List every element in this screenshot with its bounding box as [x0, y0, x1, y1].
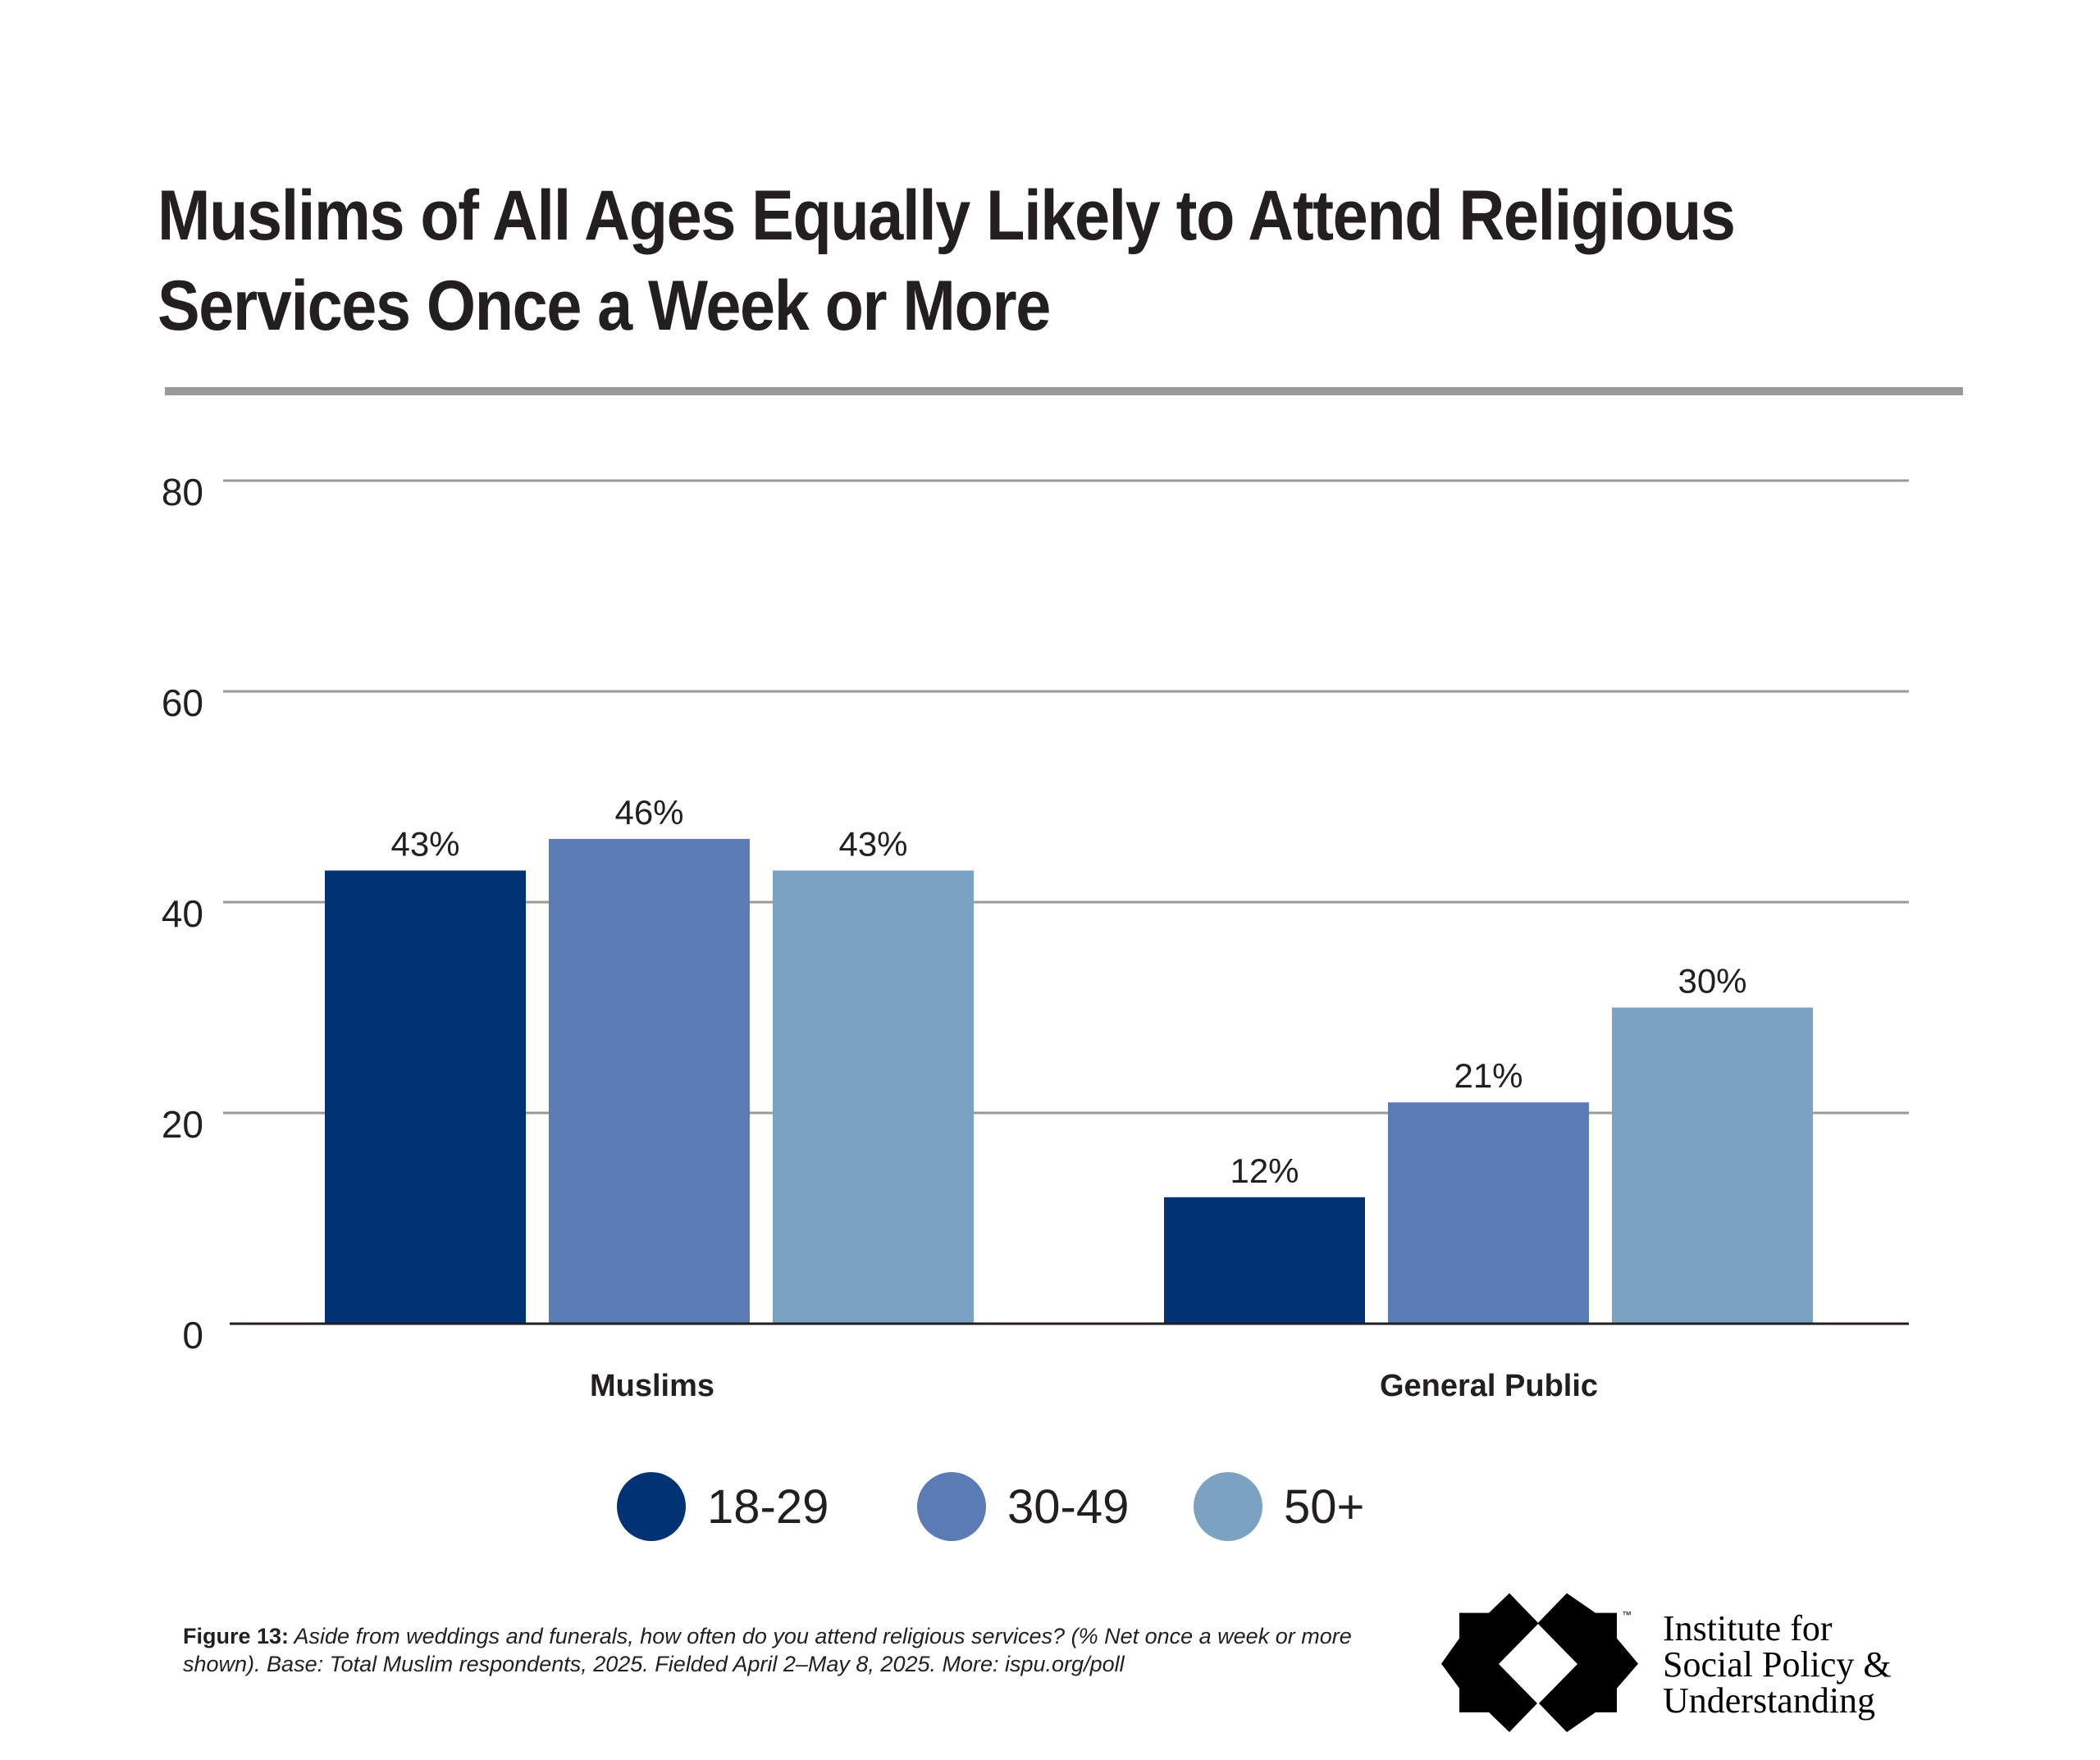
legend-swatch-18-29 — [617, 1472, 686, 1541]
chart-title-line-2: Services Once a Week or More — [158, 267, 1051, 345]
y-tick-label-80: 80 — [162, 471, 203, 513]
figure-note-lead: Figure 13: — [183, 1624, 290, 1648]
data-label-general-public-30-49: 21% — [1454, 1056, 1522, 1095]
data-label-muslims-18-29: 43% — [390, 824, 459, 863]
title-divider — [165, 387, 1963, 395]
data-labels: 43% 46% 43% 12% 21% 30% — [390, 793, 1746, 1190]
y-tick-label-40: 40 — [162, 892, 203, 935]
ispu-star-logo-icon — [1441, 1593, 1638, 1732]
legend-item-30-49: 30-49 — [917, 1472, 1129, 1541]
logo-line-3: Understanding — [1663, 1680, 1876, 1721]
bar-general-public-50-plus — [1612, 1007, 1813, 1324]
ispu-logo: ™ Institute for Social Policy & Understa… — [1441, 1591, 1933, 1739]
category-labels: Muslims General Public — [590, 1369, 1598, 1403]
data-label-muslims-50-plus: 43% — [838, 824, 907, 863]
data-label-general-public-18-29: 12% — [1230, 1151, 1299, 1190]
bar-chart: 0 20 40 60 80 43% 46% 43% 12% 21% 30% Muslims Gene… — [162, 471, 1909, 1403]
bars — [325, 838, 1813, 1324]
legend-label-30-49: 30-49 — [1007, 1480, 1130, 1534]
y-tick-label-20: 20 — [162, 1103, 203, 1146]
category-label-general-public: General Public — [1380, 1369, 1598, 1403]
bar-muslims-18-29 — [325, 870, 526, 1324]
legend-label-18-29: 18-29 — [707, 1480, 829, 1534]
chart-title-line-1: Muslims of All Ages Equally Likely to At… — [158, 176, 1736, 255]
figure-note-body: Aside from weddings and funerals, how of… — [183, 1624, 1352, 1676]
bar-general-public-18-29 — [1164, 1197, 1365, 1324]
category-label-muslims: Muslims — [590, 1369, 714, 1403]
legend-swatch-30-49 — [917, 1472, 986, 1541]
legend-item-50-plus: 50+ — [1194, 1472, 1364, 1541]
bar-muslims-30-49 — [549, 838, 750, 1324]
bar-muslims-50-plus — [773, 870, 974, 1324]
y-tick-label-0: 0 — [182, 1314, 203, 1356]
logo-wordmark: Institute for Social Policy & Understand… — [1663, 1611, 1892, 1719]
chart-title: Muslims of All Ages Equally Likely to At… — [158, 171, 1819, 351]
y-tick-label-60: 60 — [162, 682, 203, 724]
data-label-muslims-30-49: 46% — [614, 793, 683, 832]
data-label-general-public-50-plus: 30% — [1678, 962, 1746, 1001]
y-axis-tick-labels: 0 20 40 60 80 — [162, 471, 203, 1356]
legend: 18-29 30-49 50+ — [0, 1472, 2100, 1546]
figure-note: Figure 13: Aside from weddings and funer… — [183, 1622, 1372, 1678]
logo-line-2: Social Policy & — [1663, 1644, 1892, 1685]
legend-item-18-29: 18-29 — [617, 1472, 829, 1541]
bar-general-public-30-49 — [1388, 1102, 1589, 1324]
legend-label-50-plus: 50+ — [1284, 1480, 1365, 1534]
trademark-symbol: ™ — [1622, 1609, 1632, 1621]
legend-swatch-50-plus — [1194, 1472, 1262, 1541]
logo-line-1: Institute for — [1663, 1608, 1833, 1648]
